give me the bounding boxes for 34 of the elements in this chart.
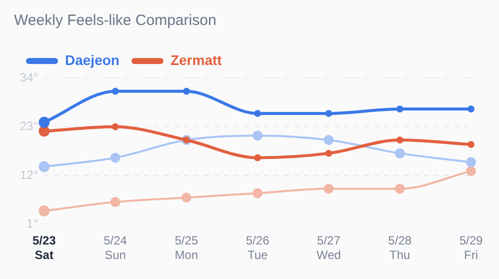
point (325, 150, 332, 157)
point (38, 161, 50, 172)
point (324, 184, 334, 194)
x-tick-label: 5/23 Sat (32, 234, 56, 262)
point (182, 88, 190, 95)
point (324, 135, 334, 146)
point (466, 166, 476, 176)
point (396, 136, 404, 144)
legend-label: Daejeon (65, 52, 120, 68)
x-tick-label: 5/27 Wed (316, 234, 341, 262)
x-tick-label: 5/29 Fri (459, 234, 483, 262)
point (254, 154, 262, 162)
x-tick-label: 5/28 Thu (388, 234, 412, 262)
point (181, 192, 192, 203)
point (468, 140, 474, 148)
point (394, 148, 405, 158)
point (110, 197, 120, 208)
point (396, 106, 404, 113)
point (252, 130, 263, 141)
point (468, 106, 474, 113)
legend-label: Zermatt (170, 52, 222, 68)
point (112, 88, 119, 95)
point (252, 188, 263, 198)
x-tick-label: 5/24 Sun (104, 234, 128, 262)
x-tick-label: 5/26 Tue (246, 234, 270, 262)
chart-title: Weekly Feels-like Comparison (14, 12, 216, 30)
point (38, 205, 50, 216)
x-tick-label: 5/25 Mon (174, 234, 198, 262)
point (254, 110, 262, 117)
point (466, 157, 476, 168)
point (325, 110, 332, 117)
point (110, 152, 120, 163)
point (394, 184, 405, 194)
point (112, 123, 119, 130)
